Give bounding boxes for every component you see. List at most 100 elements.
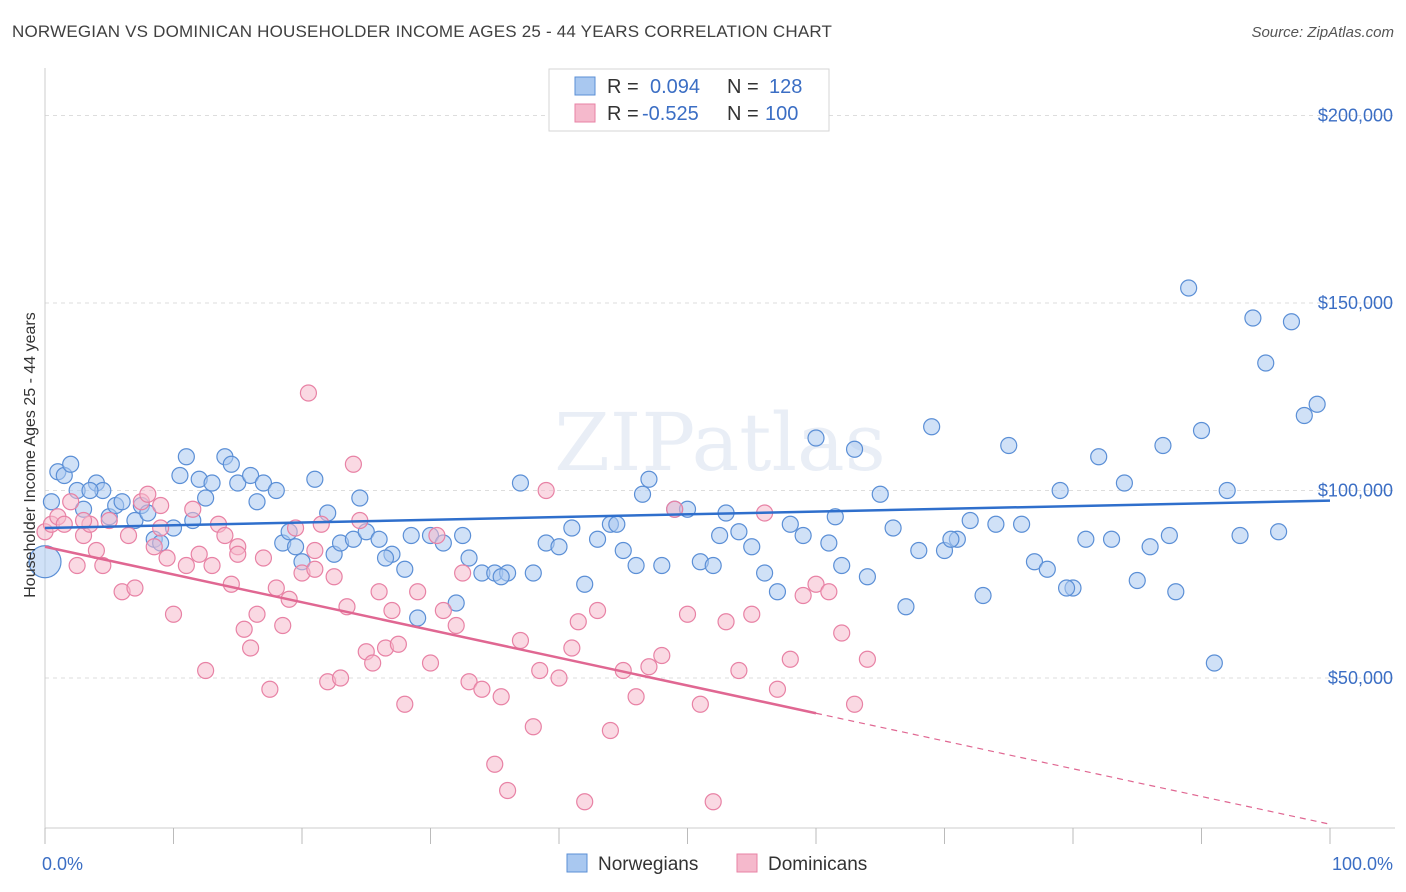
data-point — [171, 466, 189, 485]
data-point — [858, 568, 877, 586]
data-point — [254, 474, 273, 492]
y-axis-label: Householder Income Ages 25 - 44 years — [22, 312, 39, 598]
data-point — [1025, 553, 1044, 571]
data-point — [1090, 448, 1108, 466]
data-point — [267, 481, 285, 500]
data-point — [126, 511, 144, 530]
trend-line — [44, 545, 817, 715]
data-point — [113, 493, 131, 511]
data-point — [499, 781, 517, 800]
data-point — [152, 519, 170, 537]
data-point — [1244, 309, 1262, 327]
data-point — [1141, 538, 1159, 556]
data-point — [364, 654, 382, 672]
data-point — [94, 556, 112, 575]
bottom-legend-swatch-dominicans — [736, 853, 758, 873]
data-point — [1038, 560, 1056, 578]
data-point — [222, 455, 240, 473]
data-point — [306, 470, 324, 488]
data-point — [242, 466, 260, 485]
data-point — [569, 613, 587, 631]
data-point — [62, 455, 80, 473]
data-point — [402, 526, 420, 545]
data-point — [396, 695, 414, 713]
data-point — [203, 556, 221, 575]
data-point — [248, 493, 266, 511]
data-point — [286, 538, 305, 556]
data-point — [608, 515, 626, 533]
data-point — [486, 755, 504, 773]
data-point — [820, 534, 838, 552]
data-point — [370, 530, 388, 548]
data-point — [126, 579, 144, 597]
data-point — [871, 485, 889, 503]
data-point — [1257, 354, 1275, 372]
legend-n-value: 100 — [765, 103, 798, 125]
data-point — [325, 568, 343, 586]
data-point — [492, 568, 510, 586]
y-tick-labels: $50,000 $100,000 $150,000 $200,000 — [1318, 106, 1393, 689]
data-point — [242, 639, 260, 657]
data-point — [68, 556, 86, 575]
data-point — [1154, 436, 1172, 455]
data-point — [421, 654, 440, 672]
data-point — [974, 586, 992, 605]
data-point — [216, 526, 234, 545]
data-point — [261, 680, 279, 698]
data-point — [1102, 530, 1121, 548]
data-point — [177, 556, 195, 575]
series-norwegians — [28, 279, 1326, 672]
data-point — [28, 545, 62, 579]
data-point — [1160, 526, 1178, 545]
data-point — [1115, 474, 1134, 492]
data-point — [531, 661, 549, 680]
data-point — [807, 429, 825, 447]
data-point — [1231, 526, 1249, 545]
data-point — [370, 583, 388, 601]
data-point — [235, 620, 253, 638]
data-point — [447, 616, 465, 635]
data-point — [164, 605, 183, 623]
data-point — [306, 541, 324, 560]
data-point — [627, 688, 645, 706]
data-point — [197, 661, 215, 680]
data-point — [100, 511, 118, 530]
data-point — [704, 556, 722, 575]
legend-r-value: 0.094 — [650, 76, 700, 98]
data-point — [987, 515, 1005, 533]
legend-swatch-pink — [574, 103, 596, 123]
data-point — [653, 646, 671, 665]
y-tick-label: $50,000 — [1328, 668, 1393, 688]
data-point — [845, 695, 864, 713]
legend-swatch-blue — [574, 76, 596, 96]
y-tick-label: $100,000 — [1318, 481, 1393, 501]
bottom-legend-dominicans: Dominicans — [768, 854, 867, 875]
data-point — [781, 650, 799, 668]
data-point — [768, 680, 787, 698]
data-point — [434, 601, 452, 620]
data-point — [730, 661, 748, 680]
data-point — [653, 556, 671, 575]
data-point — [910, 541, 928, 560]
data-point — [55, 515, 73, 533]
data-point — [601, 721, 620, 740]
data-point — [344, 455, 362, 473]
data-point — [119, 526, 138, 545]
data-point — [460, 673, 478, 691]
data-point — [550, 669, 568, 687]
data-point — [1012, 515, 1031, 533]
legend-n-label: N = — [727, 103, 759, 125]
data-point — [312, 515, 330, 533]
data-point — [755, 564, 774, 582]
data-point — [344, 530, 362, 548]
data-point — [1218, 481, 1236, 500]
data-point — [588, 530, 607, 548]
watermark: ZIPatlas — [554, 396, 886, 489]
data-point — [781, 515, 799, 533]
x-tick-label: 100.0% — [1332, 854, 1393, 874]
bottom-legend-norwegians: Norwegians — [598, 854, 698, 875]
data-point — [152, 496, 170, 515]
data-point — [614, 541, 632, 560]
data-point — [923, 418, 941, 436]
data-point — [640, 470, 658, 488]
